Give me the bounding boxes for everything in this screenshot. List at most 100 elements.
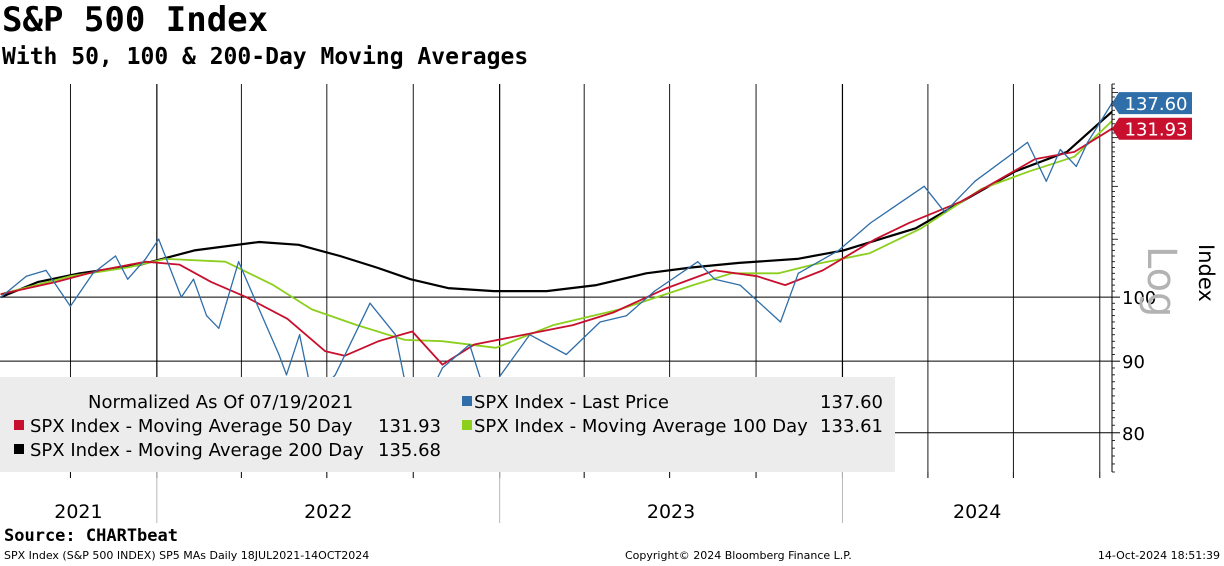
data-point <box>404 339 406 341</box>
data-point <box>874 238 876 240</box>
data-point <box>595 284 597 286</box>
data-point <box>1066 151 1068 153</box>
last-value-badge-text: 131.93 <box>1125 120 1188 141</box>
data-point <box>822 269 824 271</box>
data-point <box>339 255 341 257</box>
legend-normalized-note: Normalized As Of 07/19/2021 <box>88 392 353 413</box>
data-point <box>441 340 443 342</box>
data-point <box>258 241 260 243</box>
data-point <box>245 296 247 298</box>
series-line-ma100 <box>0 120 1113 349</box>
data-point <box>923 185 925 187</box>
data-point <box>409 278 412 280</box>
data-point <box>324 350 326 352</box>
chart-title: S&P 500 Index <box>2 0 269 40</box>
footer-security-info: SPX Index (S&P 500 INDEX) SP5 MAs Daily … <box>4 549 370 562</box>
x-year-label: 2023 <box>647 501 695 523</box>
data-point <box>127 266 129 269</box>
data-point <box>529 334 531 336</box>
data-point <box>625 315 628 317</box>
data-point <box>376 266 378 269</box>
legend-label: SPX Index - Moving Average 50 Day <box>30 416 353 437</box>
series-line-price <box>0 102 1113 419</box>
y-tick-label: 80 <box>1122 424 1145 445</box>
data-point <box>158 238 160 240</box>
data-point <box>495 347 497 349</box>
data-point <box>356 324 358 326</box>
data-point <box>612 311 614 314</box>
data-point <box>286 318 288 320</box>
legend-label: SPX Index - Moving Average 200 Day <box>30 440 364 461</box>
data-point <box>1086 141 1089 143</box>
data-point <box>920 227 922 229</box>
data-point <box>838 249 840 251</box>
data-point <box>1075 165 1077 167</box>
data-point <box>468 343 471 346</box>
last-value-badge-bg <box>1112 117 1192 140</box>
y-scale-label: Log <box>1138 246 1184 317</box>
data-point <box>869 252 871 254</box>
data-point <box>210 281 212 283</box>
data-point <box>473 343 475 346</box>
data-point <box>45 269 47 271</box>
data-point <box>870 222 872 224</box>
data-point <box>692 284 694 286</box>
data-point <box>394 334 396 336</box>
data-point <box>552 324 554 326</box>
data-point <box>714 269 716 271</box>
legend-swatch <box>462 396 472 406</box>
data-point <box>299 334 301 336</box>
data-point <box>1045 180 1047 182</box>
chart-subtitle: With 50, 100 & 200-Day Moving Averages <box>2 44 529 70</box>
data-point <box>493 290 495 292</box>
legend-label: SPX Index - Last Price <box>474 392 669 413</box>
data-point <box>193 249 196 251</box>
data-point <box>237 261 240 263</box>
data-point <box>714 278 716 280</box>
last-value-badge: 131.93 <box>1112 117 1192 141</box>
data-point <box>447 287 449 289</box>
data-point <box>206 315 208 317</box>
data-point <box>565 353 567 356</box>
data-point <box>92 272 94 274</box>
data-point <box>180 296 182 298</box>
data-point <box>218 327 220 329</box>
legend-value: 133.61 <box>820 416 883 437</box>
data-point <box>1059 148 1061 151</box>
data-point <box>645 272 647 274</box>
data-point <box>690 266 692 269</box>
data-point <box>334 374 336 376</box>
data-point <box>1073 151 1076 153</box>
data-point <box>908 222 910 224</box>
data-point <box>298 244 300 246</box>
data-point <box>54 281 57 283</box>
legend-value: 137.60 <box>820 392 883 413</box>
data-point <box>114 255 117 257</box>
data-point <box>258 308 260 311</box>
y-tick-label: 90 <box>1122 352 1145 373</box>
legend-swatch <box>14 444 24 454</box>
data-point <box>739 284 741 286</box>
legend: Normalized As Of 07/19/2021 SPX Index - L… <box>0 377 895 472</box>
legend-swatch <box>14 420 24 430</box>
data-point <box>697 261 699 263</box>
data-point <box>779 321 782 323</box>
data-point <box>1026 141 1029 143</box>
legend-label: SPX Index - Moving Average 100 Day <box>474 416 808 437</box>
data-point <box>666 287 668 289</box>
data-point <box>311 308 313 311</box>
data-point <box>0 293 2 295</box>
data-point <box>144 261 147 263</box>
data-point <box>441 367 443 369</box>
data-point <box>25 275 27 277</box>
data-point <box>285 374 288 376</box>
data-point <box>777 272 780 274</box>
data-point <box>974 180 976 182</box>
data-point <box>98 269 101 271</box>
series-line-ma200 <box>0 110 1113 299</box>
series-group <box>0 102 1113 419</box>
data-point <box>192 278 195 280</box>
legend-value: 135.68 <box>378 440 441 461</box>
series-line-ma50 <box>0 127 1113 366</box>
data-point <box>599 321 601 323</box>
